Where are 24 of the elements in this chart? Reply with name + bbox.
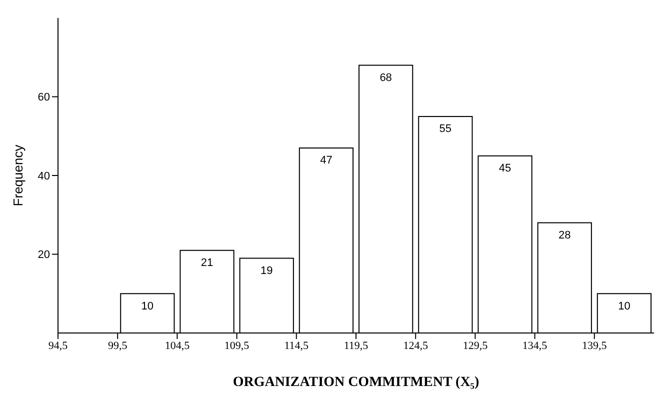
x-tick-label: 134,5 [522,340,548,352]
x-tick-label: 109,5 [224,340,250,352]
data-label: 45 [498,162,512,175]
y-tick-label: 60 [38,92,50,104]
y-tick-label: 40 [38,170,50,182]
y-tick-label: 20 [38,249,50,262]
x-axis-title: ORGANIZATION COMMITMENT (X₅) [232,375,480,390]
x-tick-label: 114,5 [284,340,310,352]
data-label: 21 [200,257,214,270]
data-label: 10 [618,300,630,312]
y-axis-title: Frequency [10,144,26,206]
data-label: 10 [141,300,154,312]
data-label: 68 [380,72,392,84]
x-tick-label: 124,5 [403,340,428,352]
x-tick-label: 119,5 [344,340,369,352]
x-tick-label: 104,5 [164,340,190,352]
data-label: 55 [439,123,452,136]
x-tick-label: 139,5 [582,340,608,352]
x-tick-label: 129,5 [462,340,488,352]
data-label: 28 [558,230,571,242]
x-tick-label: 94,5 [48,340,68,352]
data-label: 19 [260,264,273,277]
data-label: 47 [320,154,332,167]
x-tick-label: 99,5 [108,340,128,352]
